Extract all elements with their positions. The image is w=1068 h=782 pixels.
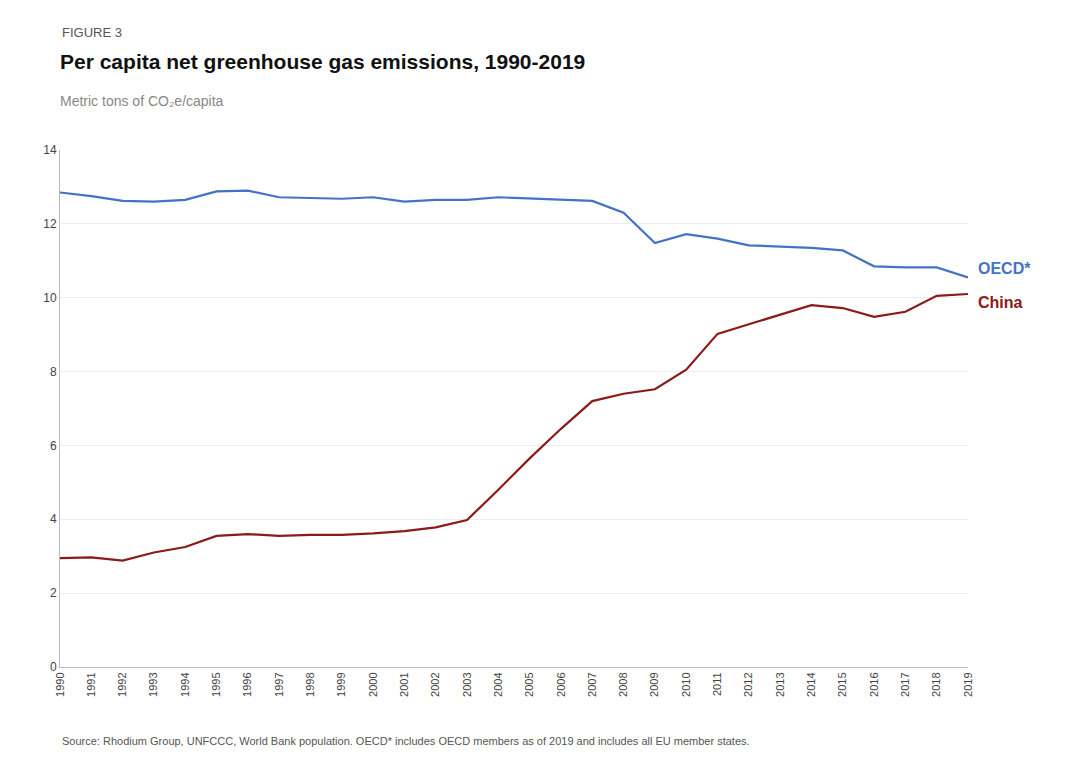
svg-text:6: 6 — [50, 439, 57, 453]
svg-text:2016: 2016 — [868, 672, 880, 696]
svg-text:1990: 1990 — [54, 672, 66, 696]
svg-text:2015: 2015 — [836, 672, 848, 696]
svg-text:2018: 2018 — [930, 672, 942, 696]
svg-text:2005: 2005 — [523, 672, 535, 696]
svg-text:1996: 1996 — [241, 672, 253, 696]
svg-text:Per capita net greenhouse gas: Per capita net greenhouse gas emissions,… — [60, 50, 585, 73]
svg-text:1999: 1999 — [335, 672, 347, 696]
svg-text:14: 14 — [43, 143, 57, 157]
svg-text:FIGURE 3: FIGURE 3 — [62, 25, 122, 40]
svg-text:1993: 1993 — [148, 672, 160, 696]
svg-text:2: 2 — [50, 586, 57, 600]
svg-text:2009: 2009 — [648, 672, 660, 696]
svg-text:2007: 2007 — [586, 672, 598, 696]
svg-text:Source: Rhodium Group, UNFCCC,: Source: Rhodium Group, UNFCCC, World Ban… — [62, 735, 750, 747]
svg-text:1994: 1994 — [179, 672, 191, 696]
svg-text:2014: 2014 — [805, 672, 817, 696]
svg-text:Metric tons of CO₂e/capita: Metric tons of CO₂e/capita — [60, 93, 224, 109]
svg-text:2004: 2004 — [492, 672, 504, 696]
svg-text:8: 8 — [50, 365, 57, 379]
svg-text:10: 10 — [43, 291, 57, 305]
svg-text:1997: 1997 — [273, 672, 285, 696]
svg-text:2012: 2012 — [742, 672, 754, 696]
svg-text:2013: 2013 — [774, 672, 786, 696]
svg-text:1995: 1995 — [210, 672, 222, 696]
svg-text:4: 4 — [50, 512, 57, 526]
svg-text:2019: 2019 — [962, 672, 974, 696]
svg-text:2008: 2008 — [617, 672, 629, 696]
svg-text:2011: 2011 — [711, 672, 723, 696]
svg-text:0: 0 — [50, 660, 57, 674]
svg-text:2017: 2017 — [899, 672, 911, 696]
svg-text:2002: 2002 — [429, 672, 441, 696]
svg-text:2001: 2001 — [398, 672, 410, 696]
svg-text:2000: 2000 — [367, 672, 379, 696]
svg-text:China: China — [978, 294, 1023, 311]
svg-text:2003: 2003 — [461, 672, 473, 696]
svg-text:1998: 1998 — [304, 672, 316, 696]
svg-text:1992: 1992 — [116, 672, 128, 696]
svg-text:OECD*: OECD* — [978, 260, 1031, 277]
svg-text:12: 12 — [43, 217, 57, 231]
svg-text:1991: 1991 — [85, 672, 97, 696]
svg-text:2006: 2006 — [555, 672, 567, 696]
svg-text:2010: 2010 — [680, 672, 692, 696]
